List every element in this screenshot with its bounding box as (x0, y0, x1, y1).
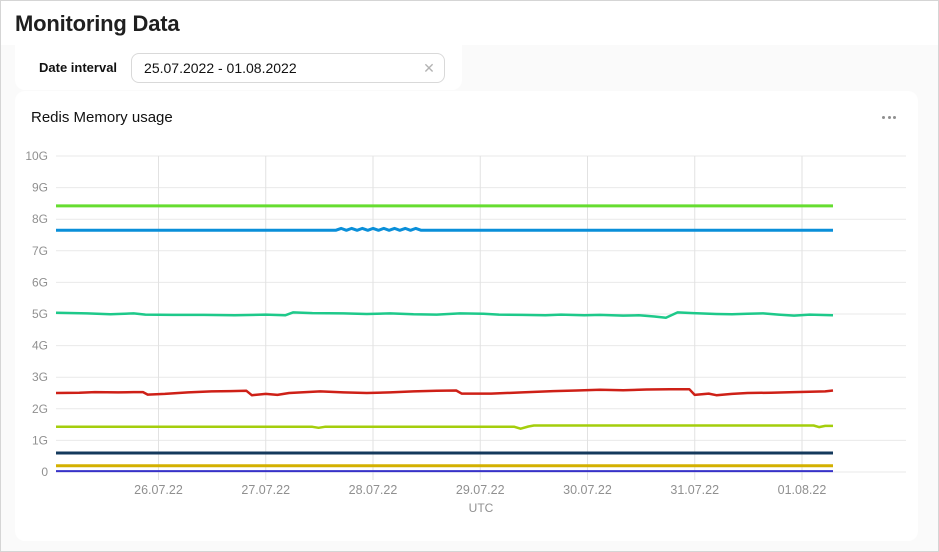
ellipsis-icon (882, 115, 885, 119)
page-header: Monitoring Data (1, 1, 938, 45)
svg-text:10G: 10G (25, 149, 48, 163)
more-options-button[interactable] (874, 105, 904, 129)
svg-text:1G: 1G (32, 433, 48, 447)
svg-text:UTC: UTC (469, 501, 494, 515)
chart-title: Redis Memory usage (31, 109, 173, 126)
date-interval-field: ✕ (131, 52, 446, 83)
svg-text:28.07.22: 28.07.22 (349, 483, 398, 497)
svg-text:5G: 5G (32, 307, 48, 321)
svg-text:7G: 7G (32, 244, 48, 258)
svg-text:31.07.22: 31.07.22 (670, 483, 719, 497)
clear-date-icon[interactable]: ✕ (417, 56, 441, 80)
svg-text:01.08.22: 01.08.22 (778, 483, 827, 497)
svg-text:9G: 9G (32, 181, 48, 195)
svg-text:27.07.22: 27.07.22 (241, 483, 290, 497)
svg-text:26.07.22: 26.07.22 (134, 483, 183, 497)
date-filter-card: Date interval ✕ (15, 45, 462, 90)
date-interval-label: Date interval (39, 60, 118, 75)
redis-memory-chart-card: Redis Memory usage 10G 9G 8G 7G 6G 5G 4G 3G 2G 1G… (15, 91, 918, 541)
svg-text:6G: 6G (32, 275, 48, 289)
svg-text:3G: 3G (32, 370, 48, 384)
svg-text:8G: 8G (32, 212, 48, 226)
svg-text:30.07.22: 30.07.22 (563, 483, 612, 497)
svg-text:0: 0 (41, 465, 48, 479)
svg-text:29.07.22: 29.07.22 (456, 483, 505, 497)
ellipsis-icon (893, 115, 896, 119)
svg-text:2G: 2G (32, 402, 48, 416)
date-interval-input[interactable] (131, 52, 446, 83)
memory-usage-line-chart: 10G 9G 8G 7G 6G 5G 4G 3G 2G 1G 0 26.07.22 27.07.22 28… (25, 149, 906, 515)
page-title: Monitoring Data (15, 11, 180, 36)
svg-text:4G: 4G (32, 339, 48, 353)
ellipsis-icon (887, 115, 891, 119)
